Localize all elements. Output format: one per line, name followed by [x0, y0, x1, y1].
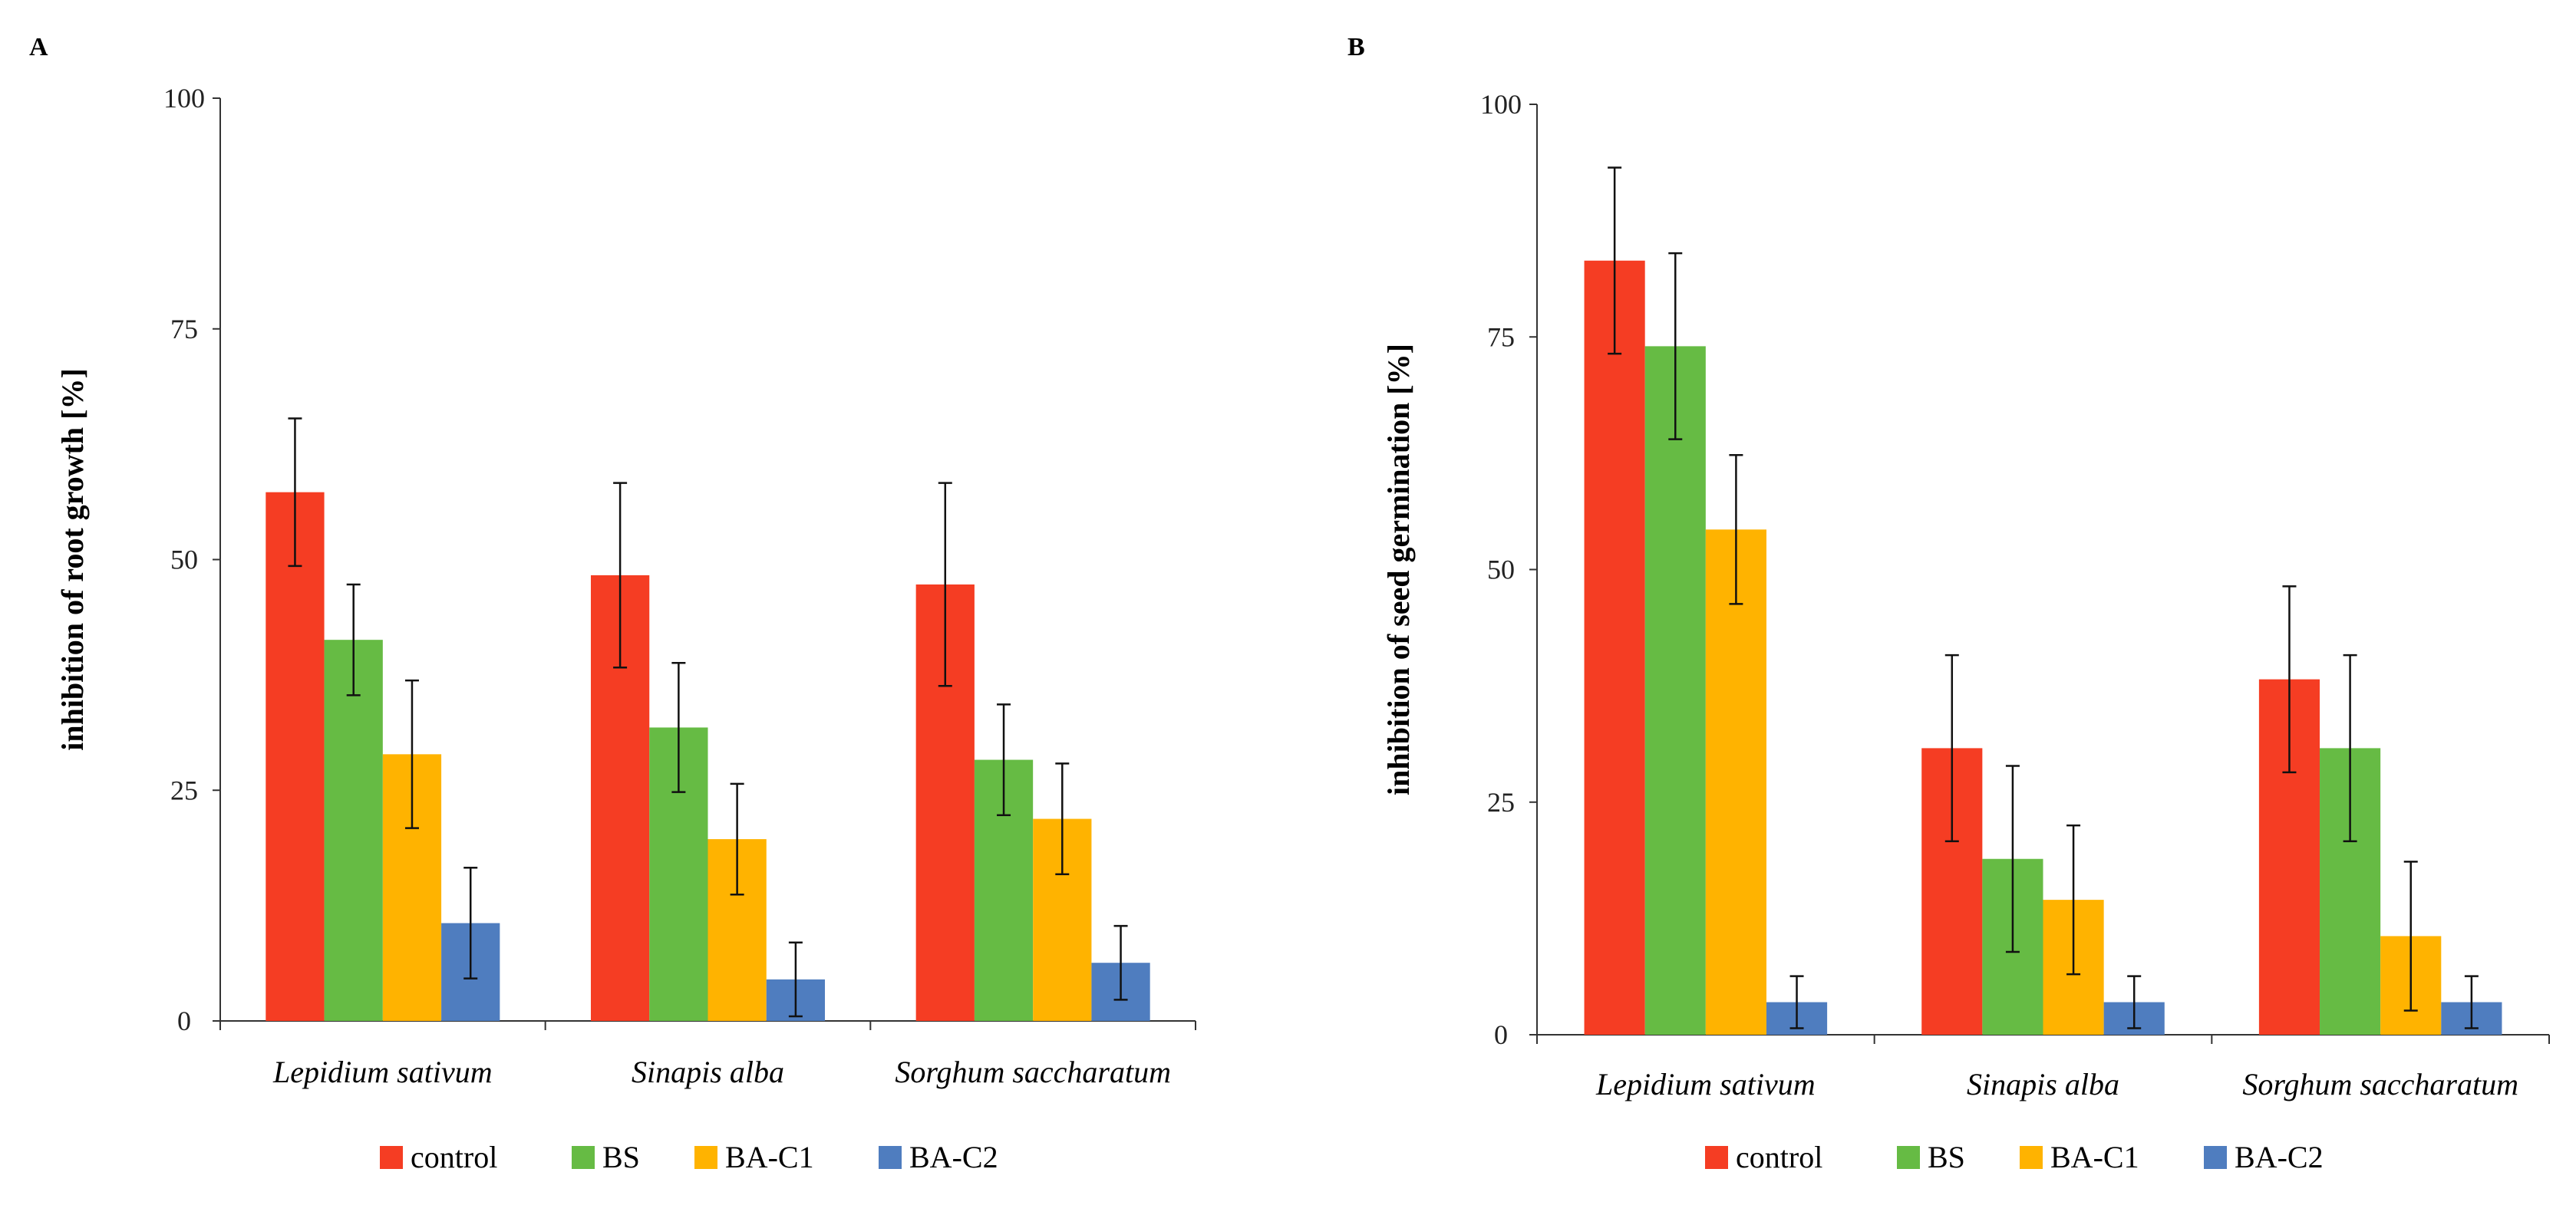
panel-b-y-tick-label: 100: [1480, 89, 1522, 120]
panel-a-legend-swatch: [879, 1146, 902, 1169]
panel-b-legend-label: BS: [1928, 1140, 1965, 1174]
panel-b-chart: B inhibition of seed germination [%] 0 25…: [1347, 33, 2550, 1174]
panel-b-legend-swatch: [2020, 1146, 2043, 1169]
panel-b-bar-ba-c1: [1705, 529, 1766, 1035]
panel-b-bar-bs: [1644, 346, 1706, 1035]
panel-b-category-label: Sinapis alba: [1967, 1067, 2119, 1101]
panel-a-legend-label: BA-C1: [725, 1140, 814, 1174]
panel-a-y-tick-label: 50: [170, 545, 198, 575]
panel-a-chart: A inhibition of root growth [%] 0 25 50 75 1…: [29, 33, 1196, 1174]
panel-a-category-label: Sorghum saccharatum: [895, 1055, 1171, 1089]
panel-a-y-tick-label: 25: [170, 775, 198, 805]
panel-b-y-tick-label: 0: [1494, 1019, 1508, 1050]
panel-a-legend-swatch: [380, 1146, 403, 1169]
panel-a-bar-bs: [324, 640, 383, 1021]
panel-a-legend-swatch: [694, 1146, 717, 1169]
panel-b-category-label: Lepidium sativum: [1595, 1067, 1816, 1101]
panel-b-bar-control: [1584, 260, 1645, 1035]
panel-b-category-label: Sorghum saccharatum: [2242, 1067, 2518, 1101]
panel-b-y-axis-title: inhibition of seed germination [%]: [1381, 344, 1416, 795]
panel-a-y-tick-label: 100: [163, 83, 205, 114]
panel-b-legend-swatch: [2204, 1146, 2227, 1169]
panel-a-label: A: [29, 33, 48, 61]
panel-b-y-tick-label: 75: [1487, 321, 1515, 352]
panel-b-label: B: [1347, 33, 1365, 61]
panel-a-y-tick-label: 0: [177, 1006, 191, 1036]
panel-a-y-tick-label: 75: [170, 314, 198, 344]
panel-b-legend-label: BA-C1: [2050, 1140, 2139, 1174]
panel-a-legend-label: BS: [602, 1140, 640, 1174]
panel-b-legend-swatch: [1897, 1146, 1920, 1169]
panel-a-bar-control: [266, 492, 325, 1021]
panel-b-legend-label: BA-C2: [2235, 1140, 2324, 1174]
panel-a-category-label: Sinapis alba: [632, 1055, 784, 1089]
panel-b-legend-label: control: [1736, 1140, 1822, 1174]
panel-b-legend-swatch: [1705, 1146, 1728, 1169]
panel-a-legend-label: BA-C2: [909, 1140, 998, 1174]
panel-a-legend-swatch: [572, 1146, 595, 1169]
panel-a-category-label: Lepidium sativum: [272, 1055, 493, 1089]
panel-b-y-tick-label: 50: [1487, 555, 1515, 585]
panel-b-y-tick-label: 25: [1487, 787, 1515, 818]
panel-a-legend-label: control: [411, 1140, 497, 1174]
panel-a-y-axis-title: inhibition of root growth [%]: [55, 368, 90, 751]
